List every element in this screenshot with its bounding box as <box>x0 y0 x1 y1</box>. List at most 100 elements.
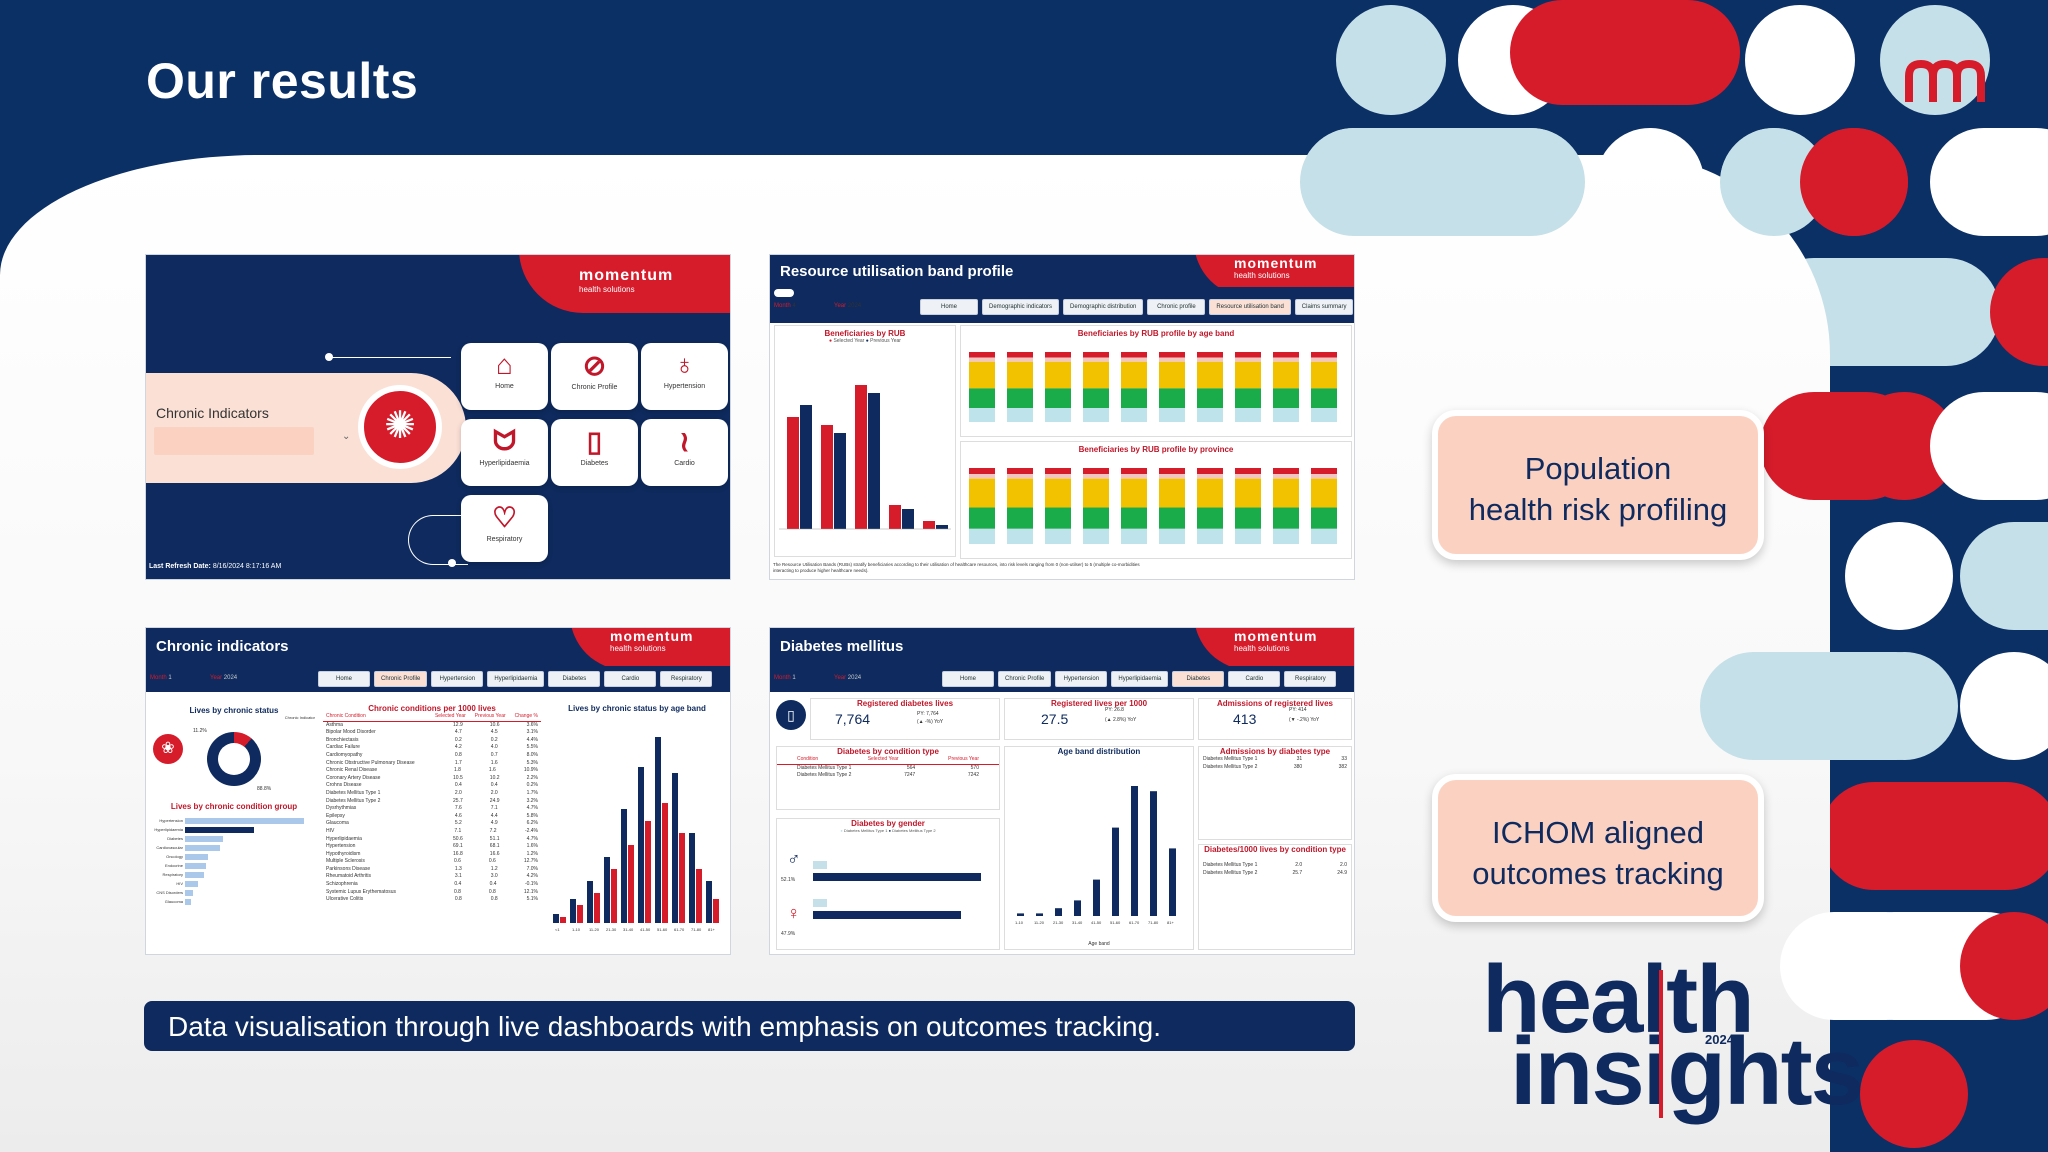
table-header: Condition Selected Year Previous Year <box>777 756 999 765</box>
bar-age-band <box>1131 786 1138 916</box>
stack-segment <box>969 474 995 479</box>
section-input[interactable] <box>154 427 314 455</box>
tab-cardio[interactable]: Cardio <box>1228 671 1281 687</box>
tab-home[interactable]: Home <box>318 671 370 687</box>
table-row: Diabetes Mellitus Type 1 2.0 2.0 1.7% <box>326 790 538 798</box>
table-cell: 0.2% <box>526 782 538 789</box>
chart-title: Beneficiaries by RUB <box>824 329 906 338</box>
tab-hyperlipidaemia[interactable]: Hyperlipidaemia <box>487 671 545 687</box>
tab-chronic-profile[interactable]: Chronic profile <box>1147 299 1206 315</box>
tab-chronic-profile[interactable]: Chronic Profile <box>374 671 428 687</box>
table-cell: Diabetes Mellitus Type 1 <box>326 789 381 796</box>
bar-without-chronic <box>553 914 559 923</box>
stack-segment <box>1197 357 1223 362</box>
year-filter[interactable]: Year 2024 <box>210 675 238 681</box>
tab-claims-summary[interactable]: Claims summary <box>1294 299 1354 315</box>
stack-segment <box>1121 388 1147 408</box>
stack-segment <box>969 388 995 408</box>
month-filter[interactable]: Month 1 <box>150 675 172 681</box>
table-row: Hyperlipidaemia 50.6 51.1 4.7% <box>326 836 538 844</box>
table-cell: 69.1 <box>453 843 463 850</box>
table-header: Chronic Condition Selected Year Previous Y… <box>323 713 541 722</box>
stack-segment <box>1083 352 1109 358</box>
momentum-logo: momentum health solutions <box>519 255 730 313</box>
group-row: Respiratory <box>151 870 317 879</box>
stack-segment <box>1235 408 1261 422</box>
conditions-table-card: Chronic conditions per 1000 lives Chroni… <box>323 704 541 946</box>
stack-segment <box>1197 474 1223 479</box>
stack-segment <box>1273 352 1299 358</box>
tile-home[interactable]: ⌂ Home <box>461 343 548 410</box>
toggle-switch[interactable] <box>774 289 794 297</box>
tab-demographic-distribution[interactable]: Demographic distribution <box>1063 299 1144 315</box>
table-row: Systemic Lupus Erythematosus 0.8 0.8 12.1% <box>326 889 538 897</box>
chart-title: Beneficiaries by RUB profile by province <box>1078 445 1234 454</box>
tab-cardio[interactable]: Cardio <box>604 671 657 687</box>
tab-home[interactable]: Home <box>942 671 994 687</box>
tab-respiratory[interactable]: Respiratory <box>660 671 713 687</box>
group-bar-chart: Hypertension Hyperlipidaemia Diabetes Cardi… <box>151 816 317 906</box>
x-tick-label: 81+ <box>708 927 715 932</box>
tab-resource-utilisation-band[interactable]: Resource utilisation band <box>1209 299 1291 315</box>
tab-hyperlipidaemia[interactable]: Hyperlipidaemia <box>1111 671 1169 687</box>
month-filter[interactable]: Month 4 <box>774 303 796 309</box>
tab-diabetes[interactable]: Diabetes <box>548 671 601 687</box>
table-cell: 0.8 <box>454 751 462 758</box>
stack-segment <box>1311 507 1337 529</box>
table-cell: 4.0 <box>490 744 498 751</box>
stack-segment <box>1273 361 1299 389</box>
tab-hypertension[interactable]: Hypertension <box>431 671 484 687</box>
tab-respiratory[interactable]: Respiratory <box>1284 671 1337 687</box>
tile-diabetes[interactable]: ▯ Diabetes <box>551 419 638 486</box>
stack-segment <box>1083 388 1109 408</box>
tile-hyperlipidaemia[interactable]: ᗢ Hyperlipidaemia <box>461 419 548 486</box>
chart-legend: ● Selected Year ● Previous Year <box>829 338 901 344</box>
tab-hypertension[interactable]: Hypertension <box>1055 671 1108 687</box>
table-cell: 5.1% <box>526 896 538 903</box>
tile-chronic-profile[interactable]: ⊘ Chronic Profile <box>551 343 638 410</box>
tab-home[interactable]: Home <box>920 299 978 315</box>
tile-hypertension[interactable]: ♁ Hypertension <box>641 343 728 410</box>
stack-segment <box>1121 361 1147 389</box>
table-cell: 10.9% <box>523 767 538 774</box>
year-filter[interactable]: Year 2024 <box>834 303 862 309</box>
bar-age-band <box>1017 913 1024 916</box>
stack-segment <box>1273 468 1299 475</box>
stack-segment <box>1159 474 1185 479</box>
tile-cardio[interactable]: ≀ Cardio <box>641 419 728 486</box>
tab-demographic-indicators[interactable]: Demographic indicators <box>982 299 1060 315</box>
tab-chronic-profile[interactable]: Chronic Profile <box>998 671 1052 687</box>
table-cell: 25.7 <box>453 797 463 804</box>
table-row: Asthma 12.9 10.6 3.6% <box>326 722 538 730</box>
table-cell: Ulcerative Colitis <box>326 896 364 903</box>
table-cell: -2.4% <box>524 827 538 834</box>
month-filter[interactable]: Month 1 <box>774 675 796 681</box>
stack-segment <box>1197 528 1223 544</box>
stack-segment <box>1045 468 1071 475</box>
table-cell: Hypothyroidism <box>326 850 361 857</box>
table-cell: 4.4% <box>526 736 538 743</box>
bar-with-chronic <box>662 803 668 923</box>
footnote: The Resource Utilisation Bands (RUBs) st… <box>773 562 1140 573</box>
group-label: Endocrine <box>164 863 183 868</box>
table-cell: 8.0% <box>526 751 538 758</box>
stack-segment <box>1159 408 1185 422</box>
tab-bar: Home Demographic indicators Demographic … <box>920 299 1354 315</box>
tile-respiratory[interactable]: ♡ Respiratory <box>461 495 548 562</box>
chevron-down-icon[interactable]: ⌄ <box>342 431 351 442</box>
kpi-registered-lives: Registered diabetes lives 7,764 PY: 7,76… <box>810 698 1000 740</box>
group-label: Respiratory <box>162 872 183 877</box>
stack-segment <box>1007 507 1033 529</box>
stack-segment <box>1121 528 1147 544</box>
table-row: Ulcerative Colitis 0.8 0.8 5.1% <box>326 896 538 904</box>
bar-age-band <box>1036 913 1043 916</box>
table-cell: Parkinsons Disease <box>326 865 371 872</box>
tab-diabetes[interactable]: Diabetes <box>1172 671 1225 687</box>
table-cell: 51.1 <box>489 835 500 842</box>
table-row: Crohns Disease 0.4 0.4 0.2% <box>326 782 538 790</box>
table-row: Diabetes Mellitus Type 2 25.7 24.9 3.2% <box>326 798 538 806</box>
year-filter[interactable]: Year 2024 <box>834 675 862 681</box>
table-cell: 4.4 <box>490 812 498 819</box>
bar-male-type2 <box>813 873 981 881</box>
bar-without-chronic <box>689 833 695 923</box>
